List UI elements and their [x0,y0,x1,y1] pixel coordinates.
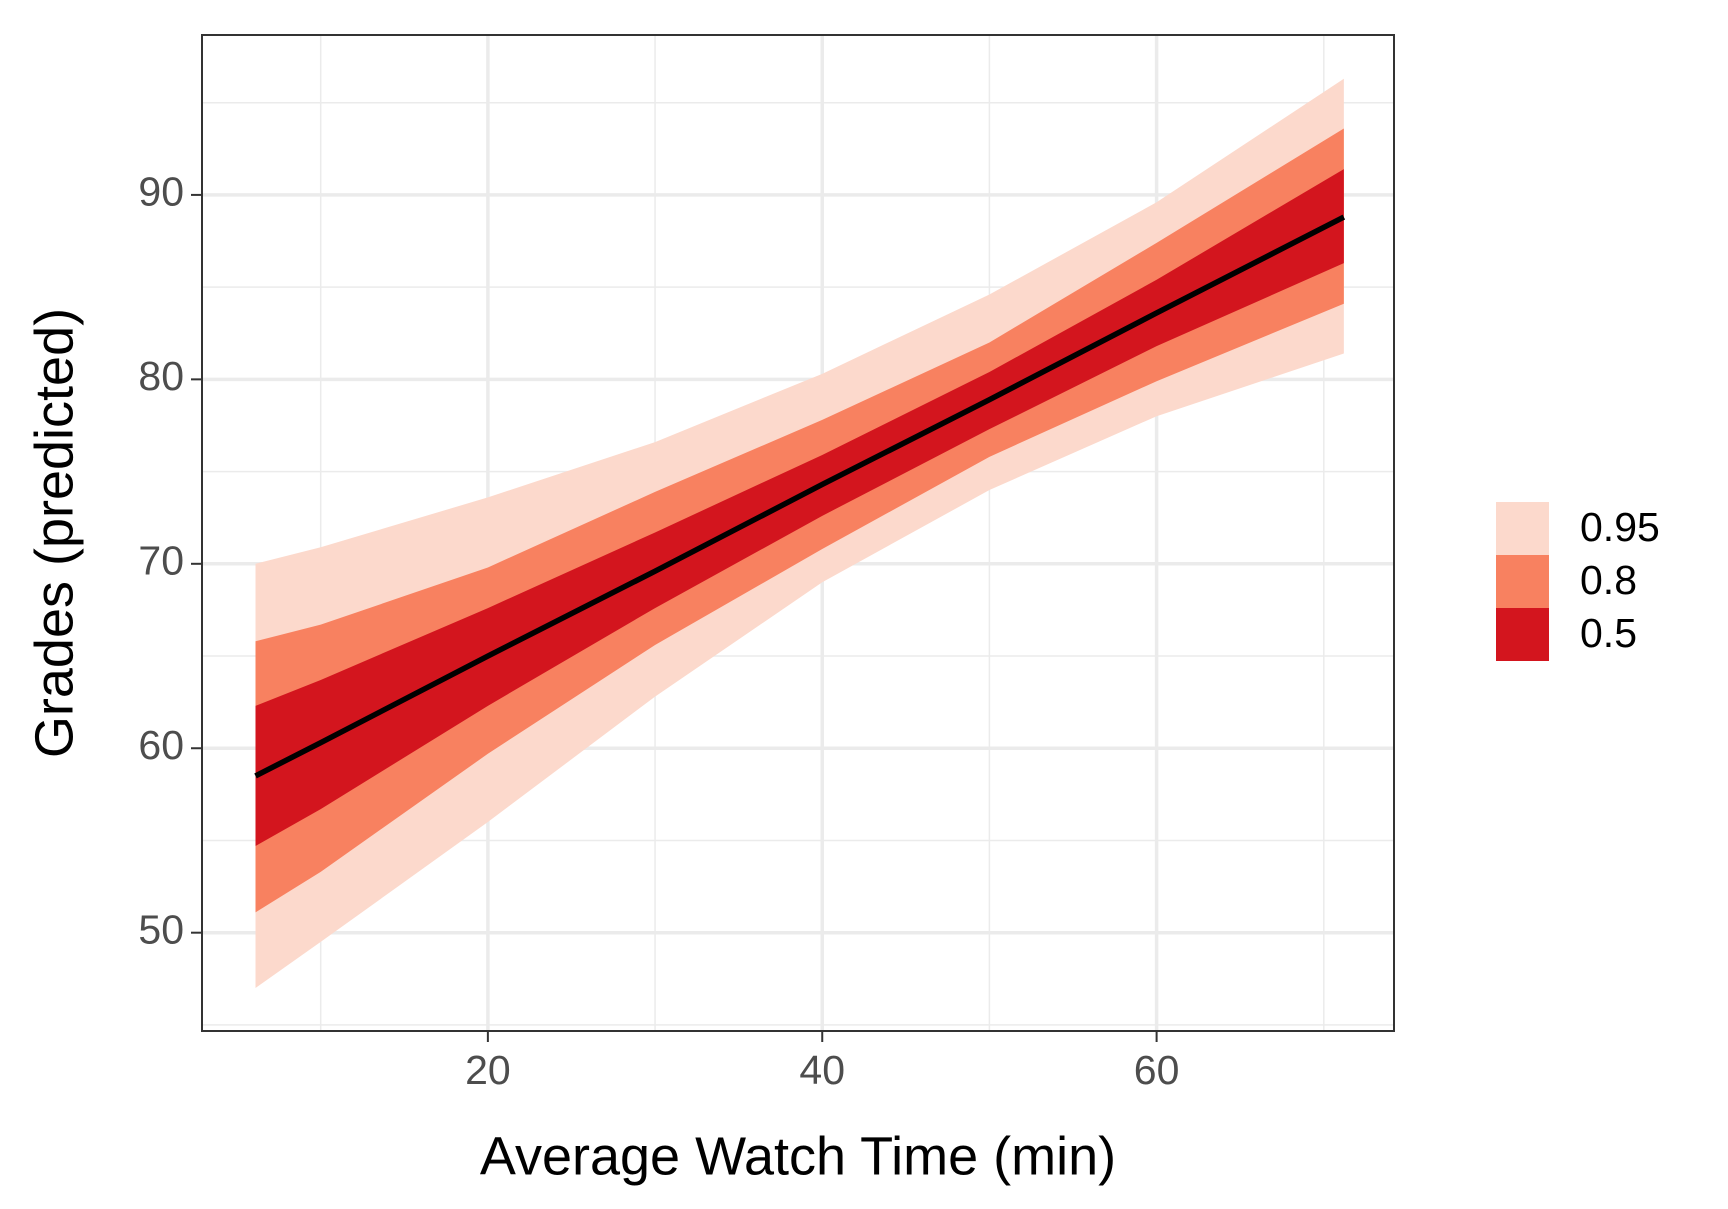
legend-key [1496,608,1549,661]
legend-key [1496,555,1549,608]
legend-label: 0.95 [1580,504,1660,550]
panel-border [201,34,1395,1032]
y-tick-label: 80 [138,353,184,399]
legend-label: 0.5 [1580,610,1637,656]
y-tick-label: 60 [138,722,184,768]
x-tick-label: 60 [1134,1047,1180,1093]
y-axis-title: Grades (predicted) [24,308,84,758]
legend-key [1496,502,1549,555]
fit-line [254,214,1346,779]
x-tick-label: 20 [465,1047,511,1093]
x-tick-label: 40 [799,1047,845,1093]
band [255,169,1344,847]
x-axis-title: Average Watch Time (min) [480,1126,1116,1186]
y-tick-label: 50 [138,907,184,953]
y-tick-label: 90 [138,169,184,215]
y-tick-label: 70 [138,538,184,584]
legend-label: 0.8 [1580,557,1637,603]
